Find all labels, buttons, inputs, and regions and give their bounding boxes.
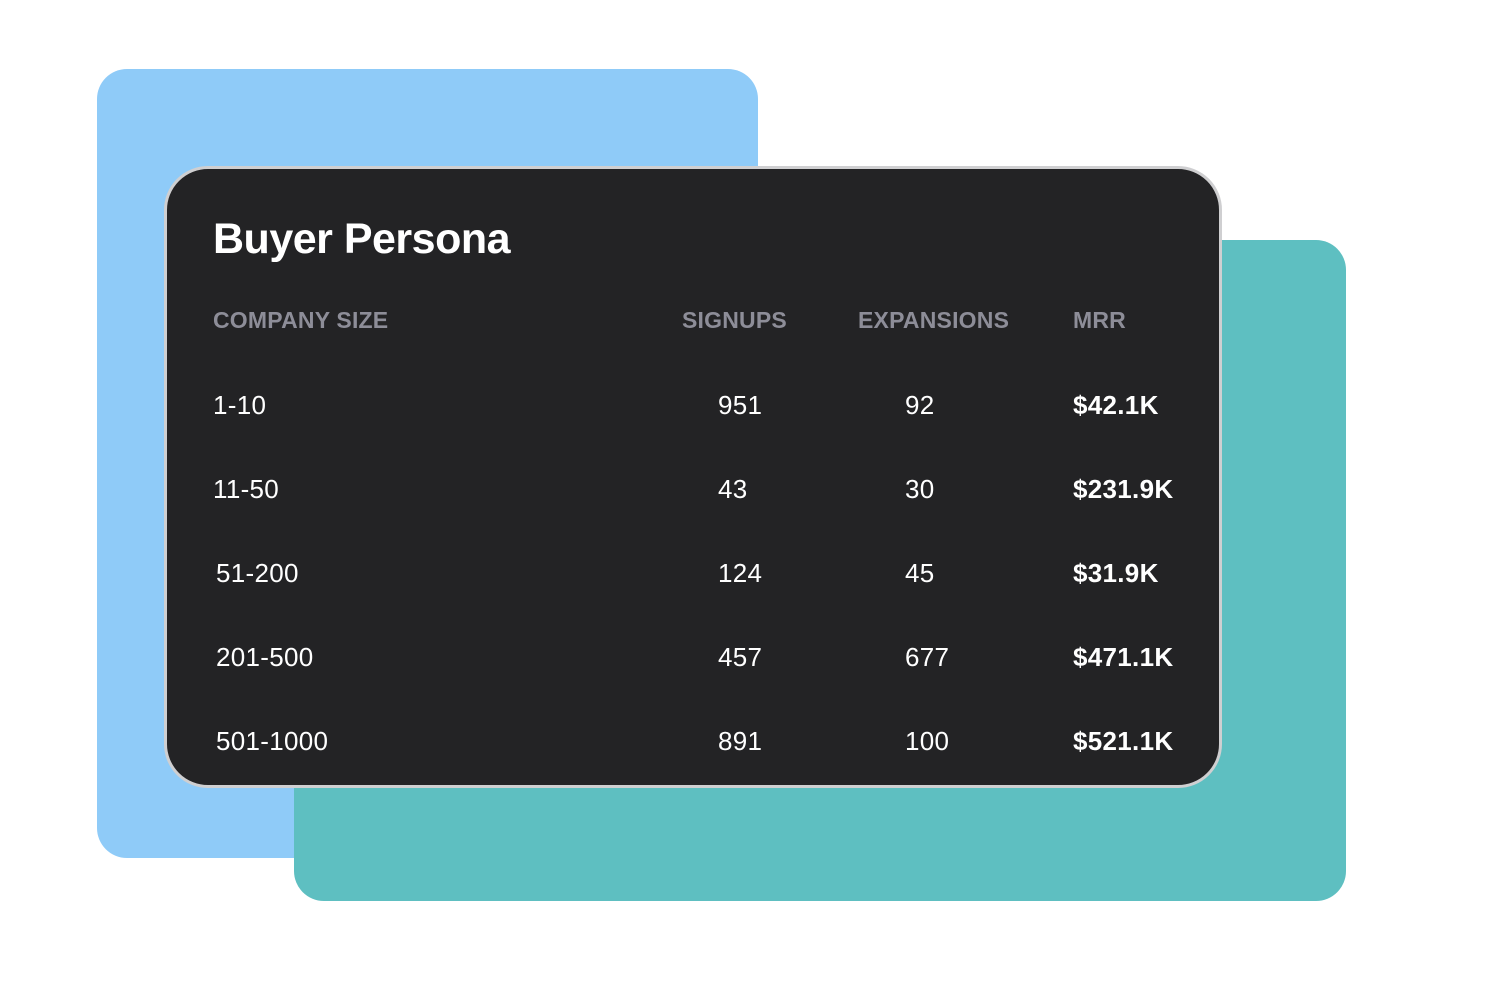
mrr-cell: $42.1K (1073, 390, 1159, 420)
mrr-cell: $521.1K (1073, 726, 1174, 756)
signups-cell: 124 (718, 558, 763, 588)
mrr-cell: $231.9K (1073, 474, 1174, 504)
card-title: Buyer Persona (213, 215, 511, 263)
mrr-cell: $471.1K (1073, 642, 1174, 672)
column-header-company-size: COMPANY SIZE (213, 307, 389, 333)
column-header-signups: SIGNUPS (682, 307, 787, 333)
column-header-mrr: MRR (1073, 307, 1126, 333)
expansions-cell: 45 (905, 558, 935, 588)
table-row: 501-1000 891 100 $521.1K (167, 721, 1219, 761)
buyer-persona-card: Buyer Persona COMPANY SIZE SIGNUPS EXPAN… (164, 166, 1222, 788)
table-row: 1-10 951 92 $42.1K (167, 385, 1219, 425)
company-size-cell: 1-10 (213, 390, 267, 420)
company-size-cell: 501-1000 (216, 726, 329, 756)
expansions-cell: 677 (905, 642, 950, 672)
table-row: 51-200 124 45 $31.9K (167, 553, 1219, 593)
table-row: 11-50 43 30 $231.9K (167, 469, 1219, 509)
expansions-cell: 100 (905, 726, 950, 756)
table-row: 201-500 457 677 $471.1K (167, 637, 1219, 677)
column-header-expansions: EXPANSIONS (858, 307, 1010, 333)
expansions-cell: 92 (905, 390, 935, 420)
expansions-cell: 30 (905, 474, 935, 504)
signups-cell: 457 (718, 642, 763, 672)
signups-cell: 891 (718, 726, 763, 756)
signups-cell: 43 (718, 474, 748, 504)
signups-cell: 951 (718, 390, 763, 420)
table-header: COMPANY SIZE SIGNUPS EXPANSIONS MRR (167, 300, 1219, 340)
company-size-cell: 11-50 (213, 474, 280, 504)
company-size-cell: 51-200 (216, 558, 299, 588)
company-size-cell: 201-500 (216, 642, 314, 672)
mrr-cell: $31.9K (1073, 558, 1159, 588)
